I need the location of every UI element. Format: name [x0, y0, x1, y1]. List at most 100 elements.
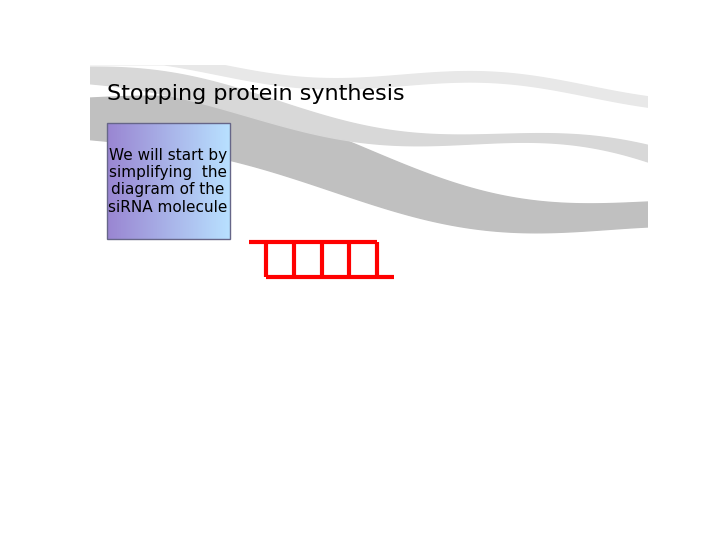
Bar: [195, 123, 197, 239]
Bar: [122, 123, 123, 239]
Bar: [171, 123, 172, 239]
Bar: [167, 123, 168, 239]
Bar: [202, 123, 203, 239]
Bar: [145, 123, 147, 239]
Bar: [128, 123, 130, 239]
Bar: [125, 123, 127, 239]
Bar: [228, 123, 229, 239]
Bar: [196, 123, 197, 239]
Bar: [203, 123, 204, 239]
Bar: [148, 123, 150, 239]
Bar: [114, 123, 115, 239]
Bar: [220, 123, 222, 239]
Bar: [223, 123, 225, 239]
Bar: [194, 123, 195, 239]
Bar: [151, 123, 153, 239]
Bar: [117, 123, 119, 239]
Bar: [170, 123, 171, 239]
Bar: [120, 123, 121, 239]
Bar: [227, 123, 228, 239]
Bar: [208, 123, 210, 239]
Bar: [200, 123, 202, 239]
Bar: [119, 123, 120, 239]
Bar: [130, 123, 131, 239]
Bar: [220, 123, 221, 239]
Bar: [207, 123, 209, 239]
Bar: [204, 123, 205, 239]
Bar: [165, 123, 166, 239]
Bar: [214, 123, 215, 239]
Bar: [163, 123, 165, 239]
Bar: [226, 123, 228, 239]
Bar: [185, 123, 186, 239]
Bar: [211, 123, 212, 239]
Bar: [139, 123, 140, 239]
Bar: [188, 123, 189, 239]
Bar: [122, 123, 124, 239]
Bar: [175, 123, 176, 239]
Bar: [152, 123, 153, 239]
Bar: [189, 123, 191, 239]
Bar: [130, 123, 132, 239]
Bar: [168, 123, 169, 239]
Bar: [177, 123, 179, 239]
Bar: [221, 123, 222, 239]
Bar: [189, 123, 190, 239]
Bar: [201, 123, 202, 239]
Bar: [141, 123, 143, 239]
Bar: [183, 123, 184, 239]
Bar: [224, 123, 225, 239]
Bar: [132, 123, 133, 239]
Bar: [118, 123, 120, 239]
Bar: [181, 123, 183, 239]
Bar: [225, 123, 226, 239]
Bar: [210, 123, 211, 239]
Bar: [205, 123, 207, 239]
Bar: [218, 123, 220, 239]
Bar: [138, 123, 139, 239]
Bar: [209, 123, 210, 239]
Bar: [192, 123, 193, 239]
Bar: [123, 123, 125, 239]
Bar: [179, 123, 180, 239]
Bar: [176, 123, 178, 239]
Bar: [186, 123, 187, 239]
Bar: [158, 123, 159, 239]
Bar: [225, 123, 227, 239]
Bar: [222, 123, 223, 239]
Bar: [174, 123, 175, 239]
Bar: [190, 123, 192, 239]
Bar: [182, 123, 184, 239]
Bar: [217, 123, 219, 239]
Bar: [229, 123, 230, 239]
Bar: [193, 123, 194, 239]
Bar: [116, 123, 117, 239]
Bar: [159, 123, 161, 239]
Bar: [212, 123, 213, 239]
Bar: [110, 123, 112, 239]
Bar: [156, 123, 157, 239]
Bar: [107, 123, 108, 239]
Bar: [179, 123, 181, 239]
Bar: [161, 123, 163, 239]
Bar: [121, 123, 122, 239]
Bar: [184, 123, 185, 239]
Bar: [157, 123, 158, 239]
Bar: [129, 123, 130, 239]
Bar: [197, 123, 199, 239]
Bar: [143, 123, 144, 239]
Bar: [173, 123, 174, 239]
Bar: [115, 123, 117, 239]
Bar: [158, 123, 160, 239]
Bar: [202, 123, 204, 239]
Bar: [207, 123, 208, 239]
Bar: [147, 123, 148, 239]
Bar: [146, 123, 148, 239]
Text: We will start by
simplifying  the
diagram of the
siRNA molecule: We will start by simplifying the diagram…: [109, 147, 228, 215]
Bar: [176, 123, 177, 239]
Bar: [153, 123, 155, 239]
Bar: [135, 123, 136, 239]
Bar: [172, 123, 174, 239]
Bar: [215, 123, 216, 239]
Bar: [133, 123, 135, 239]
